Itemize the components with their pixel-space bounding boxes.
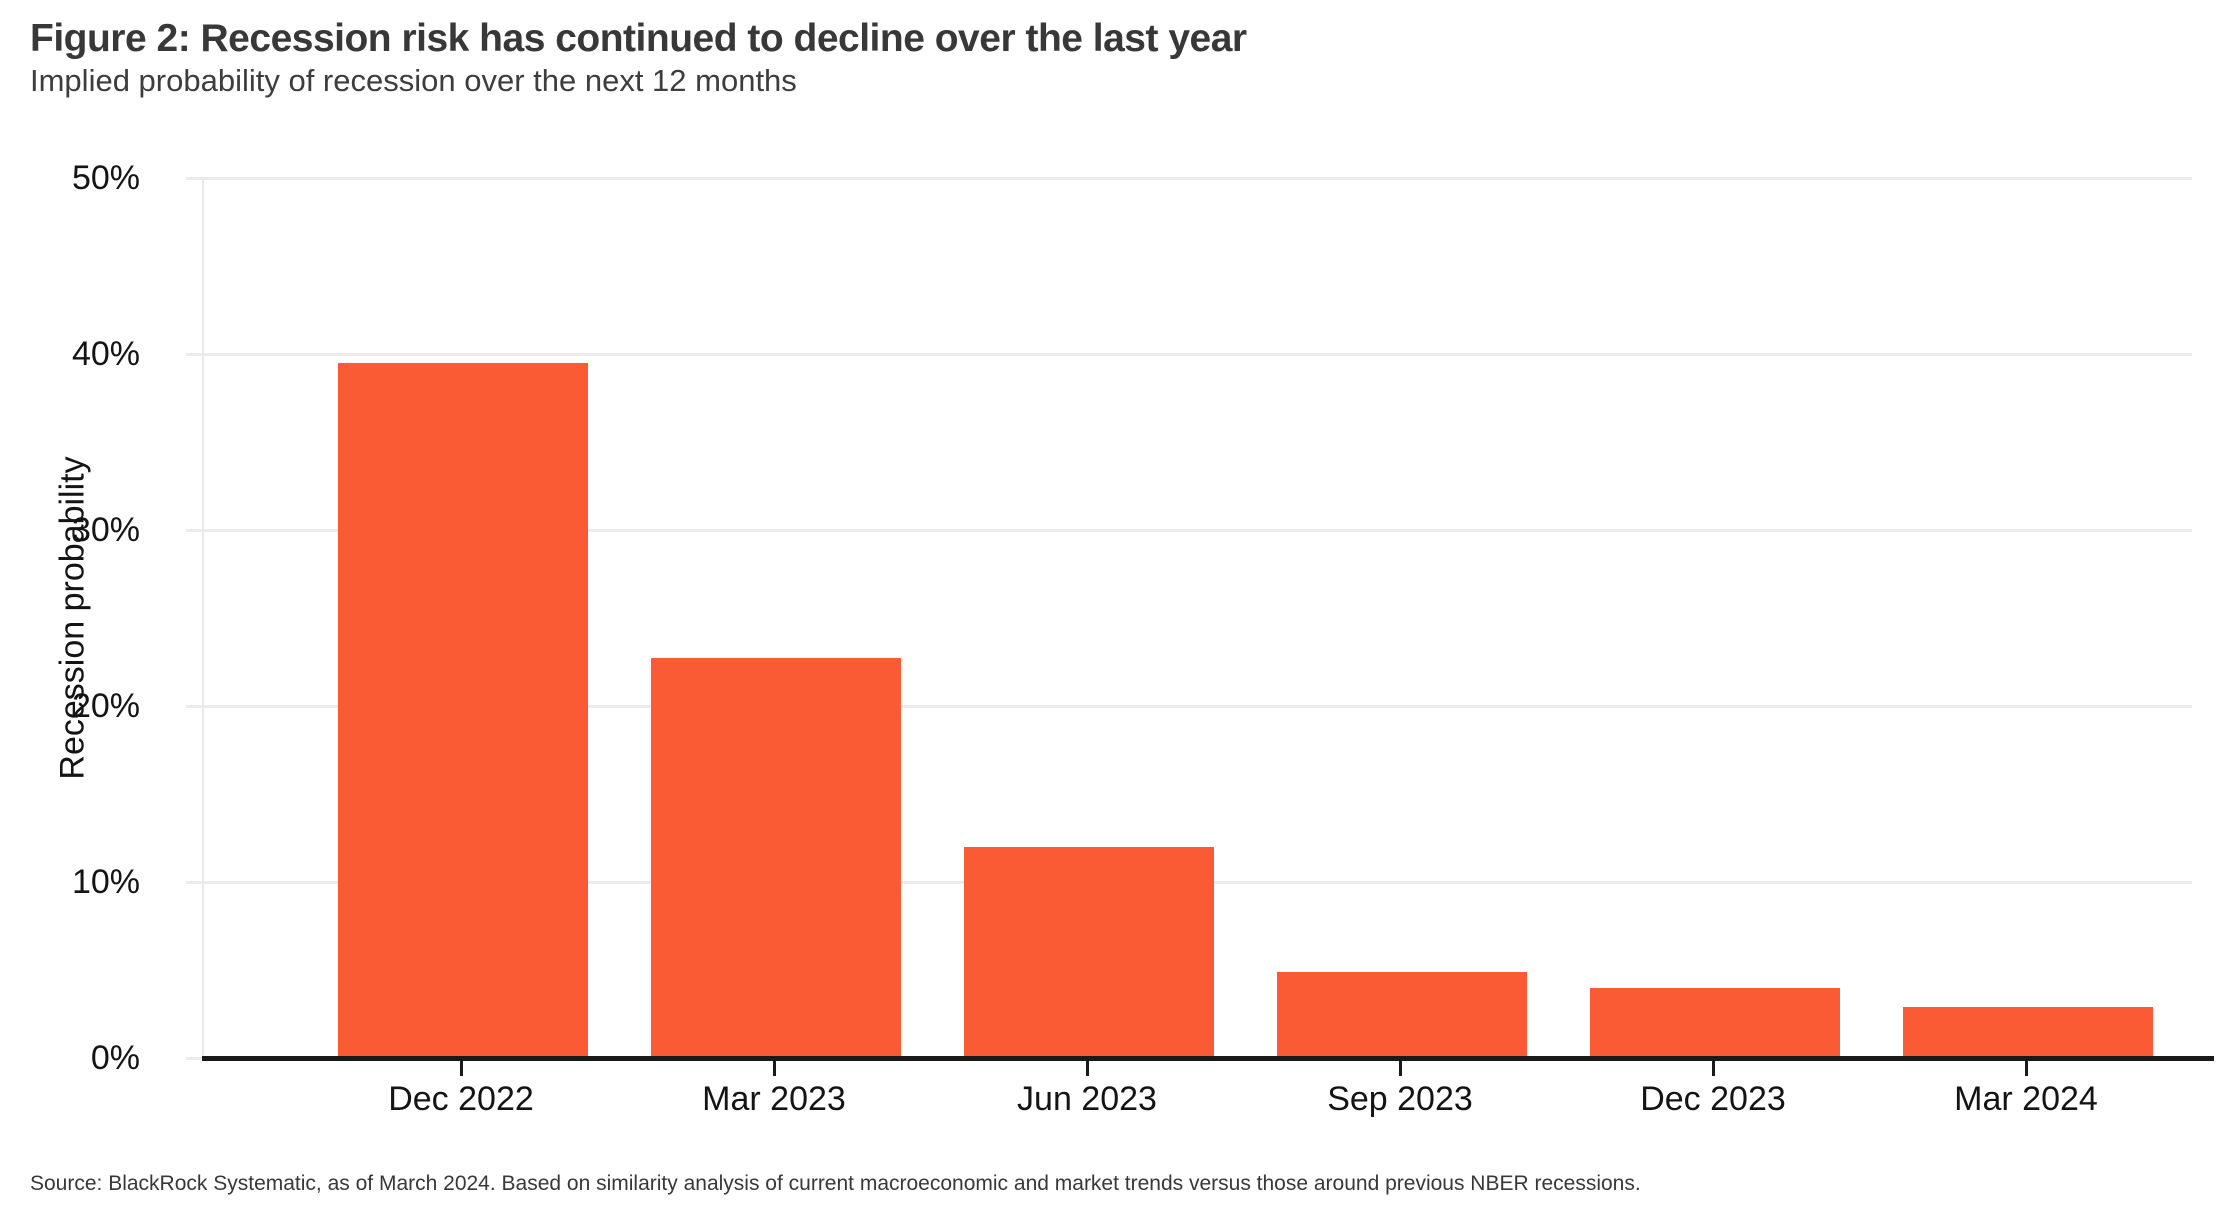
y-tick-label: 20% bbox=[71, 687, 140, 725]
figure-title: Figure 2: Recession risk has continued t… bbox=[30, 17, 1247, 60]
bar-sep-2023 bbox=[1277, 972, 1527, 1058]
x-tick bbox=[1712, 1061, 1715, 1076]
x-tick bbox=[460, 1061, 463, 1076]
y-tick-label: 40% bbox=[71, 335, 140, 373]
x-tick-label: Dec 2022 bbox=[388, 1080, 534, 1118]
x-tick bbox=[1399, 1061, 1402, 1076]
y-tick-label: 30% bbox=[71, 511, 140, 549]
gridline bbox=[186, 529, 2192, 532]
y-tick-label: 50% bbox=[71, 159, 140, 197]
gridline bbox=[186, 705, 2192, 708]
bar-mar-2024 bbox=[1903, 1007, 2153, 1058]
x-tick bbox=[1086, 1061, 1089, 1076]
gridline bbox=[186, 177, 2192, 180]
source-note: Source: BlackRock Systematic, as of Marc… bbox=[30, 1172, 1641, 1195]
bar-jun-2023 bbox=[964, 847, 1214, 1058]
x-tick-label: Mar 2024 bbox=[1954, 1080, 2098, 1118]
y-tick-label: 0% bbox=[90, 1039, 140, 1077]
plot-area: 0% 10% 20% 30% 40% 50% bbox=[72, 161, 2192, 1075]
figure-subtitle: Implied probability of recession over th… bbox=[30, 63, 797, 98]
y-axis-title: Recession probability bbox=[53, 456, 92, 780]
bar-dec-2023 bbox=[1590, 988, 1840, 1058]
x-axis-line bbox=[202, 1056, 2214, 1061]
bar-dec-2022 bbox=[338, 363, 588, 1058]
x-tick-label: Mar 2023 bbox=[702, 1080, 846, 1118]
x-tick-label: Jun 2023 bbox=[1017, 1080, 1157, 1118]
bar-mar-2023 bbox=[651, 658, 901, 1058]
x-tick bbox=[2025, 1061, 2028, 1076]
x-tick-label: Dec 2023 bbox=[1640, 1080, 1786, 1118]
x-tick bbox=[773, 1061, 776, 1076]
y-tick-label: 10% bbox=[71, 863, 140, 901]
gridline bbox=[186, 353, 2192, 356]
x-tick-label: Sep 2023 bbox=[1327, 1080, 1473, 1118]
